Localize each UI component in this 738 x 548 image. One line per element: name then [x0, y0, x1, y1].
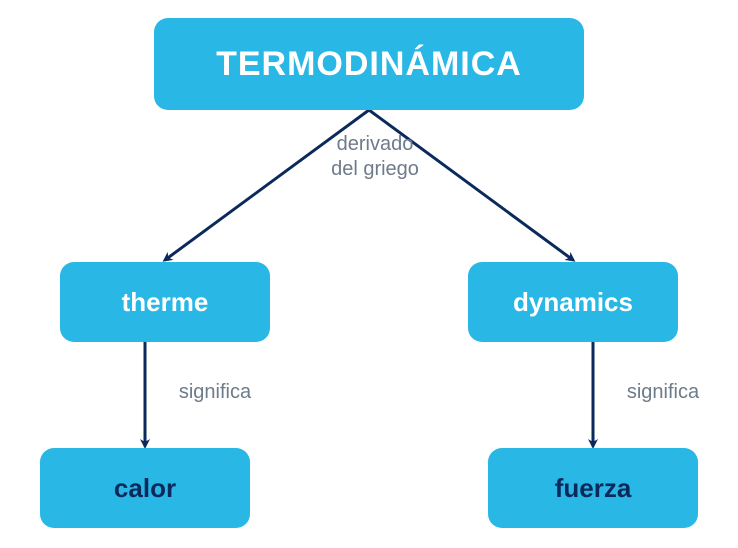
node-therme: therme — [60, 262, 270, 342]
edge-label-derived: derivado del griego — [320, 132, 430, 182]
edge-label-significa-left: significa — [160, 380, 270, 405]
edge-label-significa-right: significa — [608, 380, 718, 405]
node-root: TERMODINÁMICA — [154, 18, 584, 110]
node-dynamics: dynamics — [468, 262, 678, 342]
node-calor: calor — [40, 448, 250, 528]
edge-label-derived-line1: derivado — [337, 133, 414, 155]
edge-label-derived-line2: del griego — [331, 158, 419, 180]
node-fuerza: fuerza — [488, 448, 698, 528]
